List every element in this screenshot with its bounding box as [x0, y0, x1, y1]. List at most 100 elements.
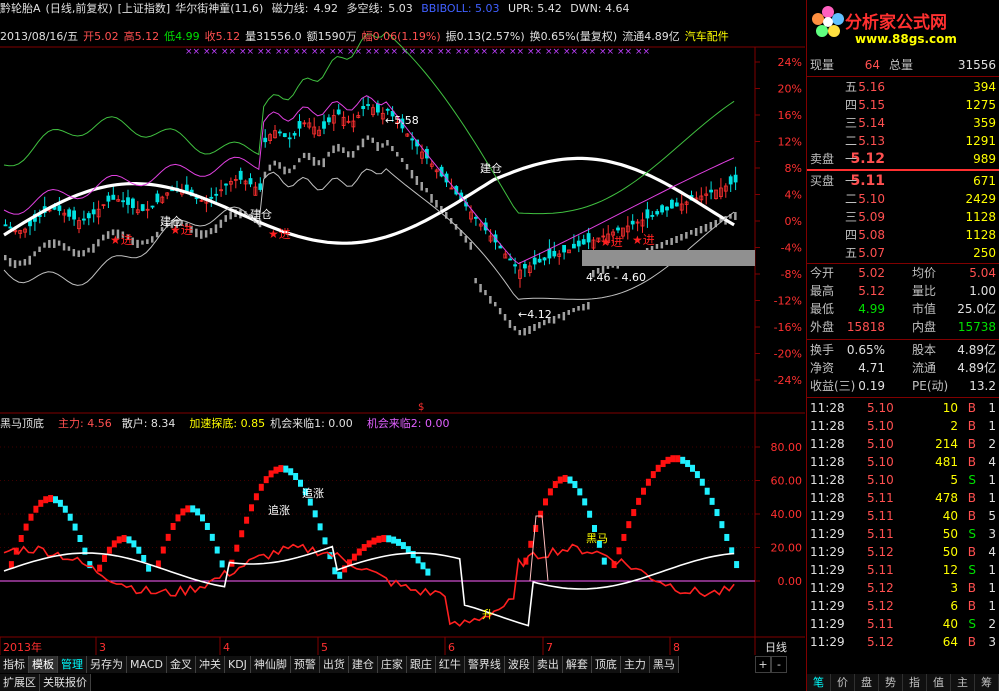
- indicator-tab-10[interactable]: 出货: [319, 656, 349, 673]
- quote-tab-1[interactable]: 价: [831, 674, 855, 691]
- step-bar: [361, 544, 367, 552]
- step-bar: [111, 540, 117, 548]
- zoom-out-button[interactable]: -: [771, 656, 787, 673]
- step-bar: [33, 505, 39, 513]
- candle-body: [248, 178, 253, 185]
- indicator-tab-15[interactable]: 警界线: [464, 656, 505, 673]
- quote-tab-2[interactable]: 盘: [855, 674, 879, 691]
- indicator-tab-19[interactable]: 顶底: [591, 656, 621, 673]
- candle-body: [258, 183, 263, 190]
- step-bar: [180, 508, 186, 516]
- sub-y-tick-label: 60.00: [771, 475, 803, 488]
- candle-body: [429, 163, 434, 167]
- extension-tab-0[interactable]: 扩展区: [0, 674, 40, 691]
- shadow-candle: [351, 151, 355, 158]
- indicator-tab-13[interactable]: 跟庄: [406, 656, 436, 673]
- zoom-in-button[interactable]: +: [755, 656, 771, 673]
- ask-volume: 989: [973, 152, 996, 166]
- shadow-candle: [503, 314, 507, 321]
- shadow-candle: [131, 237, 134, 246]
- quote-panel: 分析家公式网 www.88gs.com 现量 64 总量 31556 五 5.16 394 四…: [806, 0, 999, 691]
- ask-row-3: 二 5.13 1291: [807, 132, 999, 150]
- quote-tab-7[interactable]: 筹: [975, 674, 999, 691]
- sub-chart-title[interactable]: 黑马顶底: [0, 417, 44, 430]
- buy-star-annotation: ★进: [110, 233, 133, 247]
- flower-logo-icon: [812, 6, 844, 37]
- tick-volume: 50: [942, 545, 958, 559]
- shadow-candle: [136, 239, 139, 248]
- indicator-tab-12[interactable]: 庄家: [377, 656, 407, 673]
- step-bar: [685, 460, 691, 468]
- candle-body: [405, 133, 410, 137]
- info-sector[interactable]: 汽车配件: [684, 30, 729, 43]
- candle-body: [380, 112, 385, 120]
- stat-row-3: 外盘 15818 内盘 15738: [807, 318, 999, 336]
- quote-tab-3[interactable]: 势: [879, 674, 903, 691]
- candle-body: [547, 248, 552, 259]
- candle-body: [562, 245, 566, 253]
- shadow-candle: [670, 238, 673, 245]
- candle-body: [586, 233, 591, 243]
- quote-tab-4[interactable]: 指: [903, 674, 927, 691]
- step-bar: [87, 561, 93, 569]
- candle-body: [312, 126, 317, 135]
- indicator-tab-16[interactable]: 波段: [504, 656, 534, 673]
- ask-row-4: 一 5.12 989 卖盘: [807, 150, 999, 168]
- shadow-candle: [8, 258, 12, 267]
- shadow-candle: [327, 151, 330, 157]
- chase-label: 追涨: [302, 486, 324, 500]
- step-bar: [77, 535, 83, 542]
- indicator-tab-6[interactable]: 冲关: [195, 656, 225, 673]
- candle-body: [111, 194, 116, 200]
- indicator-tab-9[interactable]: 预警: [290, 656, 320, 673]
- shadow-candle: [283, 166, 286, 175]
- indicator-tab-2[interactable]: 管理: [58, 656, 87, 673]
- indicator-tab-1[interactable]: 模板: [29, 656, 58, 673]
- extension-tab-1[interactable]: 关联报价: [40, 674, 91, 691]
- step-bar: [249, 504, 254, 512]
- long-short-value: 5.03: [388, 2, 413, 15]
- indicator-tab-20[interactable]: 主力: [620, 656, 650, 673]
- indicator-name[interactable]: 华尔街神童(11,6): [175, 2, 264, 15]
- indicator-tab-8[interactable]: 神仙脚: [250, 656, 291, 673]
- candle-body: [478, 223, 483, 227]
- period-label[interactable]: 日线: [765, 640, 787, 654]
- shadow-candle: [356, 145, 360, 151]
- signal-marker: ××: [311, 47, 326, 57]
- candle-body: [596, 237, 601, 243]
- indicator-tab-17[interactable]: 卖出: [533, 656, 563, 673]
- step-bar: [675, 455, 681, 463]
- shadow-candle: [440, 206, 443, 212]
- indicator-tab-21[interactable]: 黑马: [649, 656, 679, 673]
- tick-row-9: 11:29 5.11 12 S 1: [807, 561, 999, 579]
- indicator-tab-4[interactable]: MACD: [127, 656, 167, 673]
- shadow-candle: [474, 278, 477, 284]
- indicator-tab-14[interactable]: 红牛: [435, 656, 465, 673]
- quote-tab-5[interactable]: 值: [927, 674, 951, 691]
- shadow-candle: [302, 152, 306, 159]
- tick-side: S: [968, 527, 976, 541]
- price-chart-svg[interactable]: 24% 20% 16% 12% 8% 4% 0% -4% -8% -12% -16% -20% -24%…: [0, 0, 805, 691]
- step-bar: [592, 525, 597, 532]
- indicator-tab-0[interactable]: 指标: [0, 656, 29, 673]
- candle-body: [346, 120, 351, 123]
- tick-price: 5.10: [867, 437, 894, 451]
- shadow-candle: [48, 239, 51, 248]
- stat-label: 外盘: [810, 320, 835, 334]
- chase-label: 追涨: [268, 503, 290, 517]
- quote-tab-0[interactable]: 笔: [807, 674, 831, 691]
- bid-row-2: 三 5.09 1128: [807, 208, 999, 226]
- quote-tab-6[interactable]: 主: [951, 674, 975, 691]
- indicator-tab-5[interactable]: 金叉: [166, 656, 196, 673]
- indicator-tab-3[interactable]: 另存为: [87, 656, 127, 673]
- indicator-tab-18[interactable]: 解套: [562, 656, 592, 673]
- info-open: 开5.02: [83, 30, 119, 43]
- y-tick-label: -12%: [774, 295, 802, 308]
- index-name[interactable]: [上证指数]: [117, 2, 171, 15]
- indicator-tab-11[interactable]: 建仓: [348, 656, 378, 673]
- indicator-tab-7[interactable]: KDJ: [224, 656, 251, 673]
- candle-body: [322, 121, 326, 129]
- ask-volume: 359: [973, 116, 996, 130]
- step-bar: [611, 561, 617, 569]
- chart-area[interactable]: 24% 20% 16% 12% 8% 4% 0% -4% -8% -12% -16% -20% -24%…: [0, 0, 805, 691]
